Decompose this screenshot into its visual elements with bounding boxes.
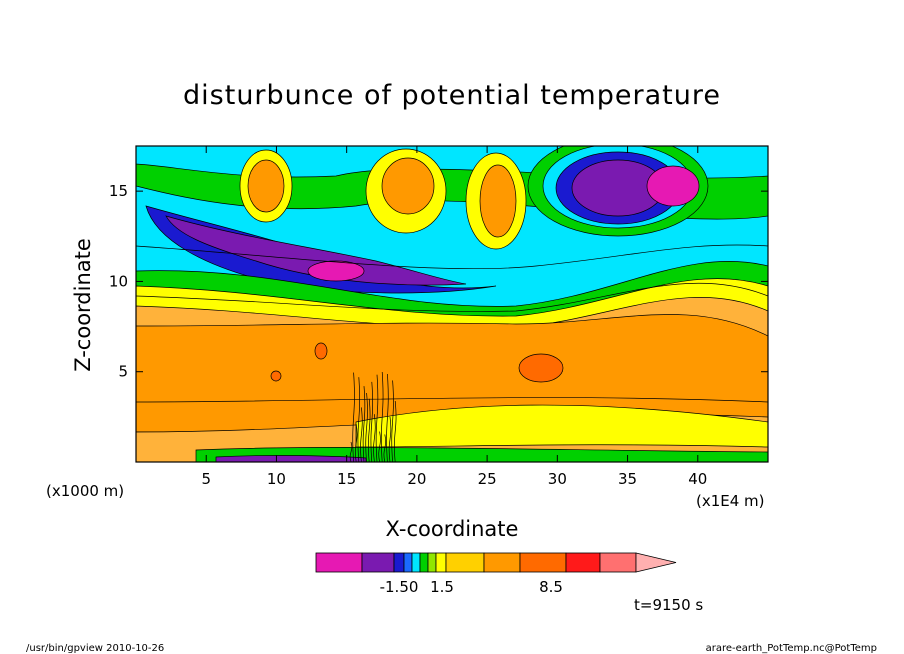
turbulence-contour [355, 424, 358, 462]
colorbar-swatch [445, 552, 485, 573]
turbulence-contour [380, 371, 384, 462]
turbulence-contour [367, 398, 371, 462]
warm-spot-2 [314, 342, 328, 360]
x-tick-label: 5 [201, 470, 211, 488]
y-axis: 5 10 15 [109, 182, 768, 381]
contour-line [136, 282, 768, 312]
turbulence-contour [365, 392, 368, 462]
plume-3-orange [479, 164, 517, 238]
turbulence-contour [383, 434, 386, 462]
x-axis-label: X-coordinate [386, 517, 519, 541]
y-tick-label: 5 [118, 363, 128, 381]
turbulence-contour [360, 407, 363, 462]
y-tick-label: 15 [109, 182, 128, 200]
colorbar-swatch [599, 552, 637, 573]
turbulence-contour [352, 372, 355, 462]
contour-line [136, 397, 768, 403]
contour-line [136, 244, 768, 270]
turbulence-contour [388, 416, 392, 462]
x-axis: 5 10 15 20 25 30 35 40 [201, 146, 707, 488]
plot-frame [135, 145, 769, 463]
turbulence-contour [393, 400, 397, 462]
turbulence-contour [391, 380, 394, 462]
colorbar-swatch [565, 552, 601, 573]
turbulence-contour [370, 381, 374, 462]
colorbar [315, 552, 677, 573]
colorbar-label-2: 1.5 [430, 578, 454, 596]
x-tick-label: 25 [478, 470, 497, 488]
turbulence-contour [357, 377, 361, 462]
colorbar-swatch [361, 552, 395, 573]
x-unit-left: (x1000 m) [46, 482, 124, 500]
purple-trough [165, 215, 467, 286]
plume-2-orange [381, 157, 435, 215]
upper-right-magenta [646, 165, 700, 207]
x-tick-label: 15 [337, 470, 356, 488]
chart-title: disturbunce of potential temperature [183, 80, 721, 111]
colorbar-swatch [483, 552, 521, 573]
colorbar-swatch [393, 552, 405, 573]
time-label: t=9150 s [634, 596, 703, 614]
surface-purple [215, 455, 367, 462]
warm-core [518, 353, 564, 383]
colorbar-swatch [419, 552, 429, 573]
warm-spot-1 [270, 370, 282, 382]
low-yellow [355, 404, 768, 448]
colorbar-swatch [411, 552, 421, 573]
x-tick-label: 20 [407, 470, 426, 488]
x-tick-label: 10 [267, 470, 286, 488]
turbulence-contour [373, 414, 376, 462]
turbulence-contour [378, 431, 381, 462]
colorbar-swatch [427, 552, 437, 573]
magenta-core-left [307, 260, 365, 282]
colorbar-swatch [315, 552, 363, 573]
colorbar-arrow [635, 552, 677, 573]
colorbar-swatch [435, 552, 447, 573]
turbulence-contour [362, 386, 366, 462]
x-tick-label: 30 [548, 470, 567, 488]
contour-field [136, 146, 768, 462]
turbulence-contour [349, 441, 353, 462]
colorbar-swatch [519, 552, 567, 573]
colorbar-swatch [403, 552, 413, 573]
x-tick-label: 35 [618, 470, 637, 488]
turbulence-contour [375, 374, 379, 462]
colorbar-label-3: 8.5 [539, 578, 563, 596]
plume-1-orange [247, 159, 285, 213]
footer-left: /usr/bin/gpview 2010-10-26 [26, 643, 164, 654]
y-tick-label: 10 [109, 272, 128, 290]
turbulence-contour [386, 373, 389, 462]
footer-right: arare-earth_PotTemp.nc@PotTemp [706, 643, 877, 654]
colorbar-label-1: -1.50 [380, 578, 419, 596]
y-axis-label: Z-coordinate [71, 238, 95, 372]
x-tick-label: 40 [688, 470, 707, 488]
x-unit-right: (x1E4 m) [696, 492, 765, 510]
